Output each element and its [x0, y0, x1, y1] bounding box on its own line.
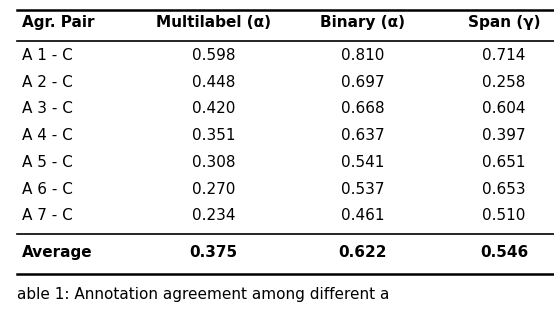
Text: 0.637: 0.637 — [341, 128, 384, 143]
Text: 0.546: 0.546 — [480, 245, 529, 260]
Text: A 2 - C: A 2 - C — [22, 75, 73, 90]
Text: 0.351: 0.351 — [192, 128, 235, 143]
Text: 0.308: 0.308 — [192, 155, 235, 170]
Text: 0.604: 0.604 — [483, 101, 526, 116]
Text: 0.653: 0.653 — [483, 182, 526, 197]
Text: 0.541: 0.541 — [341, 155, 384, 170]
Text: A 3 - C: A 3 - C — [22, 101, 73, 116]
Text: A 1 - C: A 1 - C — [22, 48, 73, 63]
Text: 0.598: 0.598 — [192, 48, 235, 63]
Text: 0.448: 0.448 — [192, 75, 235, 90]
Text: 0.234: 0.234 — [192, 208, 235, 223]
Text: 0.537: 0.537 — [341, 182, 384, 197]
Text: able 1: Annotation agreement among different a: able 1: Annotation agreement among diffe… — [17, 287, 389, 302]
Text: A 7 - C: A 7 - C — [22, 208, 73, 223]
Text: A 5 - C: A 5 - C — [22, 155, 73, 170]
Text: Average: Average — [22, 245, 93, 260]
Text: 0.461: 0.461 — [341, 208, 384, 223]
Text: 0.510: 0.510 — [483, 208, 526, 223]
Text: 0.714: 0.714 — [483, 48, 526, 63]
Text: 0.375: 0.375 — [189, 245, 237, 260]
Text: Multilabel (α): Multilabel (α) — [156, 15, 271, 30]
Text: 0.270: 0.270 — [192, 182, 235, 197]
Text: 0.697: 0.697 — [341, 75, 384, 90]
Text: 0.810: 0.810 — [341, 48, 384, 63]
Text: 0.258: 0.258 — [483, 75, 526, 90]
Text: Binary (α): Binary (α) — [320, 15, 406, 30]
Text: 0.668: 0.668 — [341, 101, 384, 116]
Text: 0.622: 0.622 — [338, 245, 387, 260]
Text: Span (γ): Span (γ) — [468, 15, 540, 30]
Text: 0.420: 0.420 — [192, 101, 235, 116]
Text: A 6 - C: A 6 - C — [22, 182, 73, 197]
Text: A 4 - C: A 4 - C — [22, 128, 73, 143]
Text: Agr. Pair: Agr. Pair — [22, 15, 95, 30]
Text: 0.651: 0.651 — [483, 155, 526, 170]
Text: 0.397: 0.397 — [483, 128, 526, 143]
